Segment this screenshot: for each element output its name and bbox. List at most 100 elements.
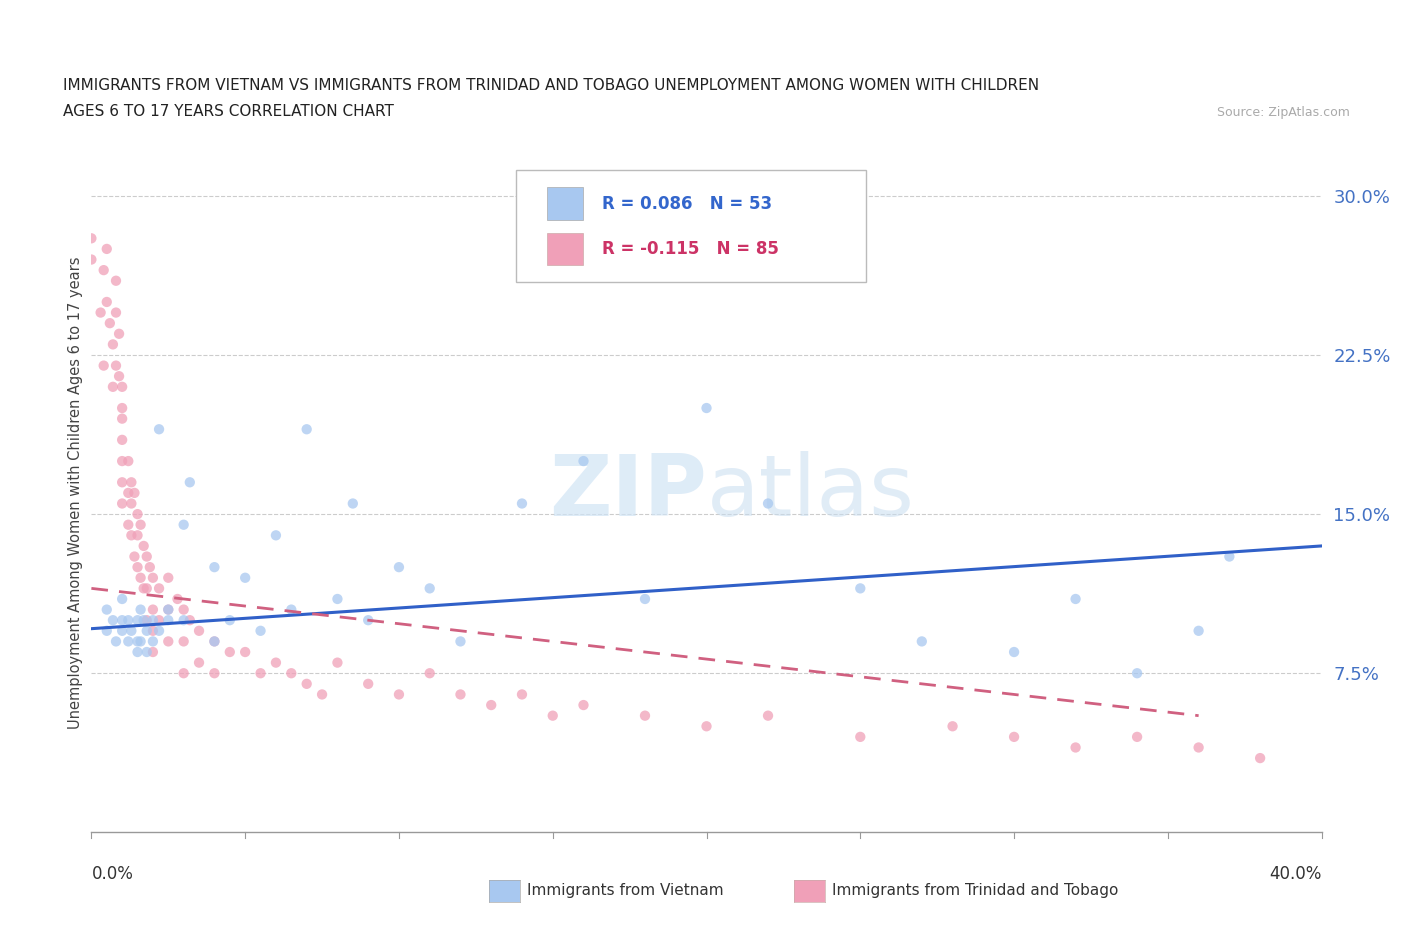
Point: [96, 602, 118, 617]
Point: [120, 475, 142, 490]
Point: [756, 709, 779, 724]
Point: [117, 634, 139, 649]
Point: [111, 475, 134, 490]
Point: [179, 613, 201, 628]
Point: [849, 581, 872, 596]
Point: [419, 666, 441, 681]
Point: [127, 613, 149, 628]
Point: [148, 613, 170, 628]
Point: [105, 305, 127, 320]
Point: [96, 295, 118, 310]
Point: [572, 698, 595, 712]
Point: [849, 729, 872, 744]
Point: [1064, 591, 1087, 606]
Point: [98, 316, 121, 331]
Point: [135, 623, 157, 638]
Point: [142, 623, 165, 638]
Point: [280, 666, 302, 681]
Point: [127, 560, 149, 575]
Point: [634, 709, 657, 724]
Point: [911, 634, 934, 649]
Point: [326, 591, 349, 606]
Point: [510, 687, 533, 702]
Point: [105, 273, 127, 288]
Point: [166, 591, 188, 606]
Point: [111, 432, 134, 447]
Point: [111, 613, 134, 628]
Point: [942, 719, 965, 734]
Point: [111, 496, 134, 511]
Point: [173, 634, 195, 649]
Point: [173, 602, 195, 617]
Point: [105, 358, 127, 373]
Text: IMMIGRANTS FROM VIETNAM VS IMMIGRANTS FROM TRINIDAD AND TOBAGO UNEMPLOYMENT AMON: IMMIGRANTS FROM VIETNAM VS IMMIGRANTS FR…: [63, 78, 1039, 93]
Point: [80, 252, 103, 267]
Point: [117, 454, 139, 469]
Point: [90, 305, 112, 320]
Point: [202, 634, 225, 649]
Point: [148, 422, 170, 437]
Point: [96, 242, 118, 257]
Point: [696, 401, 718, 416]
Point: [541, 709, 564, 724]
Point: [173, 613, 195, 628]
Point: [188, 655, 211, 670]
Point: [129, 570, 152, 585]
Point: [326, 655, 349, 670]
Text: Source: ZipAtlas.com: Source: ZipAtlas.com: [1216, 106, 1350, 119]
Point: [249, 623, 271, 638]
Point: [127, 644, 149, 659]
Point: [117, 613, 139, 628]
Point: [111, 623, 134, 638]
Point: [233, 570, 256, 585]
Point: [249, 666, 271, 681]
Point: [157, 602, 180, 617]
Point: [132, 538, 155, 553]
Point: [132, 581, 155, 596]
Text: AGES 6 TO 17 YEARS CORRELATION CHART: AGES 6 TO 17 YEARS CORRELATION CHART: [63, 104, 394, 119]
Point: [135, 581, 157, 596]
Point: [111, 411, 134, 426]
Point: [101, 379, 124, 394]
Text: Immigrants from Vietnam: Immigrants from Vietnam: [527, 884, 724, 898]
Point: [1218, 549, 1240, 564]
Point: [142, 613, 165, 628]
Text: atlas: atlas: [706, 451, 914, 535]
Point: [105, 634, 127, 649]
Point: [510, 496, 533, 511]
Point: [1126, 666, 1149, 681]
Point: [117, 485, 139, 500]
Point: [218, 613, 240, 628]
Point: [634, 591, 657, 606]
Text: ZIP: ZIP: [548, 451, 706, 535]
Point: [388, 687, 411, 702]
Point: [127, 634, 149, 649]
Text: R = -0.115   N = 85: R = -0.115 N = 85: [602, 240, 779, 259]
Point: [135, 644, 157, 659]
Point: [120, 496, 142, 511]
Point: [357, 613, 380, 628]
Point: [148, 623, 170, 638]
Point: [696, 719, 718, 734]
Y-axis label: Unemployment Among Women with Children Ages 6 to 17 years: Unemployment Among Women with Children A…: [67, 257, 83, 729]
Point: [233, 644, 256, 659]
Point: [756, 496, 779, 511]
Point: [1126, 729, 1149, 744]
Point: [129, 634, 152, 649]
Point: [179, 475, 201, 490]
Point: [80, 231, 103, 246]
Point: [342, 496, 364, 511]
Point: [173, 517, 195, 532]
Point: [264, 528, 287, 543]
Point: [108, 326, 131, 341]
Point: [129, 602, 152, 617]
Point: [129, 517, 152, 532]
Point: [96, 623, 118, 638]
Point: [142, 602, 165, 617]
Point: [419, 581, 441, 596]
Point: [1187, 740, 1209, 755]
Point: [124, 549, 146, 564]
Point: [157, 613, 180, 628]
Point: [124, 485, 146, 500]
Point: [1249, 751, 1271, 765]
